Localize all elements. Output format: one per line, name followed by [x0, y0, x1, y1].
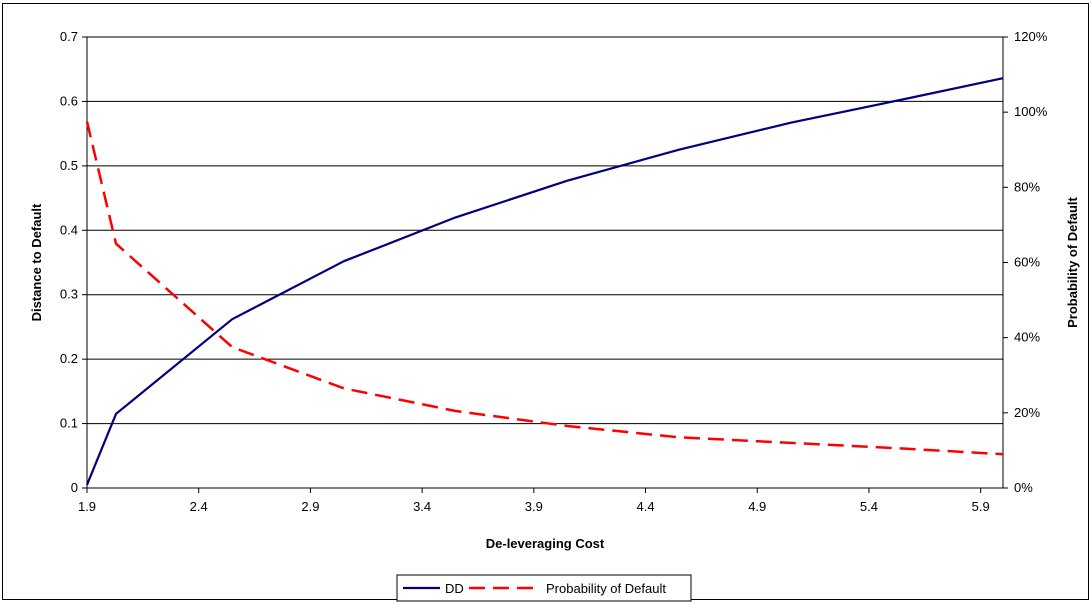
- left-y-tick-label: 0.6: [60, 93, 78, 108]
- x-tick-label: 4.9: [748, 499, 766, 514]
- x-tick-label: 2.4: [190, 499, 208, 514]
- right-y-tick-label: 80%: [1014, 179, 1040, 194]
- x-tick-label: 5.9: [972, 499, 990, 514]
- left-y-tick-label: 0.2: [60, 351, 78, 366]
- x-axis-title: De-leveraging Cost: [486, 536, 605, 551]
- left-y-tick-label: 0.4: [60, 222, 78, 237]
- chart-frame: [2, 3, 1089, 600]
- plot-area-border: [86, 36, 1004, 489]
- right-y-tick-label: 100%: [1014, 104, 1048, 119]
- x-tick-label: 4.4: [636, 499, 654, 514]
- right-y-tick-label: 60%: [1014, 255, 1040, 270]
- series-line-probability-of-default: [85, 121, 1004, 456]
- left-y-tick-label: 0.3: [60, 287, 78, 302]
- right-y-tick-label: 0%: [1014, 480, 1033, 495]
- x-tick-label: 1.9: [78, 499, 96, 514]
- right-y-tick-label: 120%: [1014, 29, 1048, 44]
- left-y-tick-label: 0.5: [60, 158, 78, 173]
- series-lines: [85, 77, 1004, 486]
- left-y-tick-label: 0: [71, 480, 78, 495]
- left-y-tick-label: 0.7: [60, 29, 78, 44]
- x-tick-label: 3.4: [413, 499, 431, 514]
- left-y-axis-title: Distance to Default: [29, 203, 44, 321]
- right-y-tick-label: 20%: [1014, 405, 1040, 420]
- axes: 0 0.1 0.2 0.3 0.4 0.5 0.6 0.7 0% 20% 40% 60% 80% 100%…: [60, 29, 1048, 514]
- x-tick-label: 5.4: [860, 499, 878, 514]
- legend-label-probability-of-default: Probability of Default: [546, 581, 666, 596]
- x-tick-label: 3.9: [525, 499, 543, 514]
- left-y-tick-label: 0.1: [60, 416, 78, 431]
- right-y-tick-label: 40%: [1014, 330, 1040, 345]
- series-line-dd: [85, 77, 1004, 486]
- legend-box: [396, 574, 692, 602]
- gridlines: [87, 100, 1003, 425]
- right-y-axis-title: Probability of Default: [1065, 196, 1080, 327]
- x-tick-label: 2.9: [301, 499, 319, 514]
- legend: DD Probability of Default: [396, 574, 692, 602]
- legend-label-dd: DD: [445, 581, 464, 596]
